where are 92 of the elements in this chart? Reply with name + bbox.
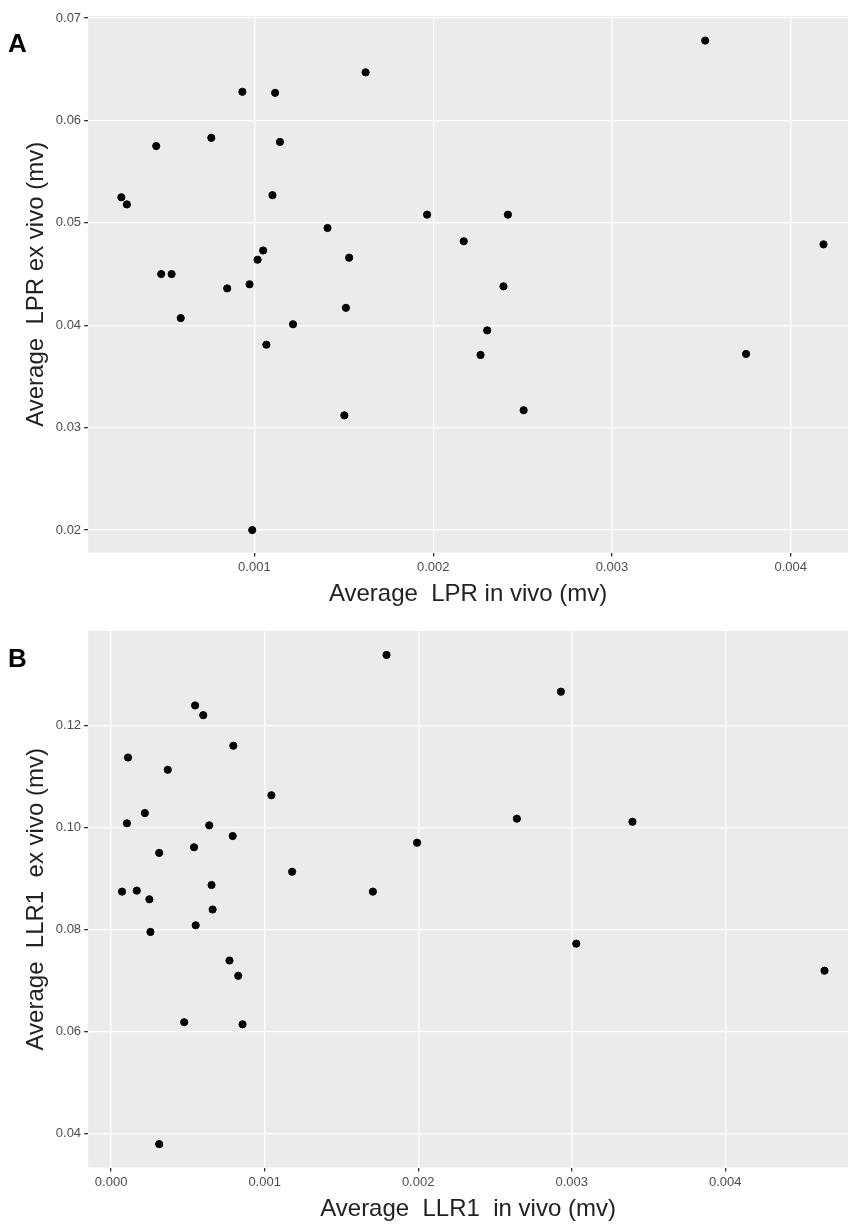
point [234, 971, 243, 980]
point [572, 939, 581, 948]
point [556, 687, 566, 696]
point [271, 88, 280, 97]
point [228, 831, 237, 841]
x-tick-label: 0.000 [94, 1173, 128, 1189]
point [155, 848, 164, 857]
point [519, 406, 528, 415]
point [345, 253, 354, 262]
y-tick-label: 0.04 [55, 316, 82, 332]
point [382, 650, 391, 660]
y-axis-title: Average LPR ex vivo (mv) [21, 141, 49, 427]
y-tick-label: 0.05 [55, 214, 82, 230]
y-tick-label: 0.06 [55, 112, 82, 128]
point [229, 741, 238, 750]
x-tick-label: 0.003 [595, 558, 629, 574]
point [262, 340, 271, 349]
point [117, 193, 126, 202]
x-tick-label: 0.001 [238, 558, 271, 574]
point [180, 1018, 189, 1027]
point [155, 1140, 164, 1149]
point [267, 791, 276, 800]
point [268, 191, 277, 200]
point [459, 237, 468, 246]
y-tick-label: 0.10 [55, 818, 82, 834]
point [199, 711, 208, 720]
point [259, 246, 268, 255]
point [223, 284, 232, 293]
y-tick-label: 0.12 [55, 716, 82, 732]
y-tick-label: 0.07 [55, 9, 82, 25]
point [288, 867, 297, 876]
y-tick-label: 0.06 [55, 1022, 82, 1038]
point [275, 137, 285, 147]
point [253, 255, 262, 264]
point [189, 843, 199, 852]
point [163, 765, 172, 774]
y-tick-label: 0.08 [55, 920, 82, 936]
point [476, 350, 485, 360]
x-tick-label: 0.004 [708, 1173, 742, 1189]
y-axis-title: Average LLR1 ex vivo (mv) [21, 748, 49, 1051]
point [176, 313, 185, 323]
x-axis-title: Average LLR1 in vivo (mv) [320, 1194, 616, 1222]
point [145, 895, 154, 904]
point [205, 821, 214, 830]
point [503, 210, 513, 219]
point [208, 905, 217, 914]
point [483, 326, 492, 335]
point [340, 411, 349, 420]
y-tick-label: 0.02 [55, 521, 82, 537]
point [207, 880, 216, 890]
x-tick-label: 0.002 [416, 558, 450, 574]
text: A [8, 28, 27, 59]
point [191, 921, 200, 930]
point [146, 927, 155, 937]
x-tick-label: 0.003 [555, 1173, 588, 1189]
x-tick-label: 0.002 [401, 1173, 435, 1189]
point [140, 809, 149, 818]
y-tick-label: 0.03 [55, 419, 82, 435]
point [628, 817, 637, 826]
point [819, 240, 828, 249]
point [238, 87, 247, 96]
point [323, 223, 332, 233]
point [512, 814, 521, 823]
point [167, 269, 176, 279]
point [117, 887, 127, 896]
point [238, 1020, 247, 1029]
x-axis-title: Average LPR in vivo (mv) [328, 579, 608, 607]
point [820, 966, 829, 975]
point [123, 753, 133, 762]
point [248, 525, 257, 535]
point [701, 36, 710, 45]
point [191, 701, 200, 710]
point [499, 282, 508, 291]
x-tick-label: 0.004 [774, 558, 808, 574]
point [423, 210, 432, 219]
y-tick-label: 0.04 [55, 1125, 82, 1140]
point [122, 819, 132, 828]
point [288, 320, 298, 329]
point [122, 200, 131, 209]
point [225, 956, 234, 965]
point [152, 141, 161, 151]
point [368, 887, 377, 896]
x-tick-label: 0.001 [248, 1173, 281, 1189]
point [157, 269, 166, 279]
text: B [8, 643, 27, 674]
point [132, 886, 141, 895]
point [412, 838, 422, 847]
point [245, 280, 254, 289]
point [207, 133, 216, 142]
point [741, 349, 751, 359]
point [361, 68, 370, 77]
point [341, 303, 351, 312]
